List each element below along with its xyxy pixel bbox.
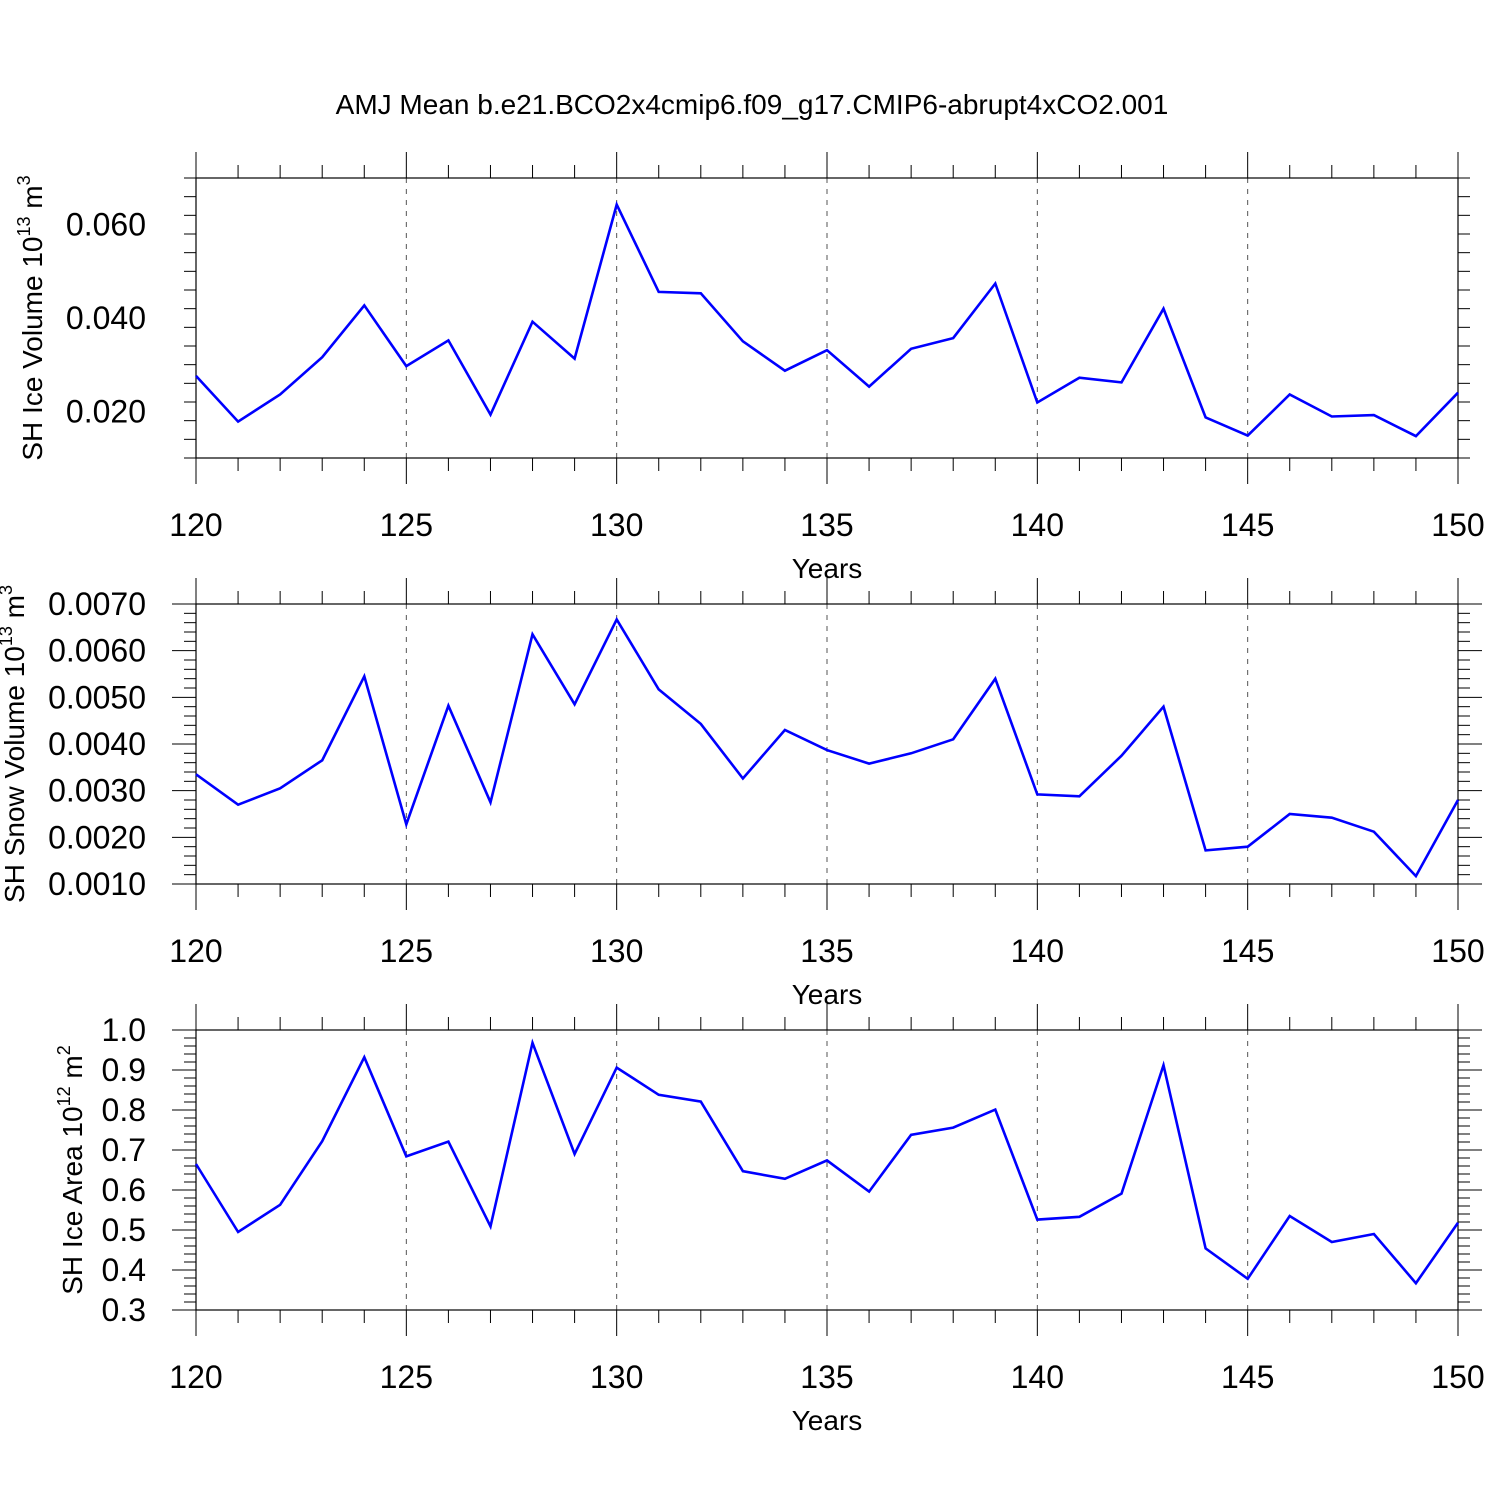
y-tick-label: 0.0060 xyxy=(48,633,146,669)
y-tick-label: 0.0070 xyxy=(48,586,146,622)
x-tick-label: 145 xyxy=(1221,507,1274,543)
x-tick-label: 130 xyxy=(590,933,643,969)
series-line xyxy=(195,200,1459,438)
y-axis-label: SH Ice Area 1012 m2 xyxy=(54,1045,88,1295)
x-tick-label: 125 xyxy=(380,933,433,969)
x-tick-label: 150 xyxy=(1431,507,1484,543)
x-tick-label: 135 xyxy=(800,1359,853,1395)
y-tick-label: 0.9 xyxy=(102,1052,146,1088)
y-tick-label: 0.040 xyxy=(66,300,146,336)
x-tick-label: 145 xyxy=(1221,1359,1274,1395)
figure-title: AMJ Mean b.e21.BCO2x4cmip6.f09_g17.CMIP6… xyxy=(336,89,1169,120)
y-tick-label: 1.0 xyxy=(102,1012,146,1048)
series-line xyxy=(194,1038,1460,1286)
x-tick-label: 120 xyxy=(169,933,222,969)
x-tick-label: 135 xyxy=(800,507,853,543)
y-tick-label: 0.0030 xyxy=(48,773,146,809)
x-tick-label: 130 xyxy=(590,1359,643,1395)
y-axis-label: SH Ice Volume 1013 m3 xyxy=(14,175,48,460)
x-tick-label: 125 xyxy=(380,507,433,543)
plot-frame xyxy=(195,1029,1459,1311)
plot-frame xyxy=(195,603,1459,885)
x-tick-label: 130 xyxy=(590,507,643,543)
x-tick-label: 140 xyxy=(1011,1359,1064,1395)
y-tick-label: 0.3 xyxy=(102,1292,146,1328)
panel-snow-volume: 0.0010 0.0020 0.0030 0.0040 0.0050 0.0060 0.00… xyxy=(0,578,1485,1010)
panel-ice-area: 0.3 0.4 0.5 0.6 0.7 0.8 0.9 1.0 120 125 130 135 140 1… xyxy=(54,1004,1485,1436)
y-tick-label: 0.4 xyxy=(102,1252,146,1288)
x-tick-label: 140 xyxy=(1011,933,1064,969)
x-tick-label: 120 xyxy=(169,507,222,543)
x-tick-label: 120 xyxy=(169,1359,222,1395)
y-tick-label: 0.6 xyxy=(102,1172,146,1208)
y-tick-label: 0.0010 xyxy=(48,866,146,902)
x-tick-label: 140 xyxy=(1011,507,1064,543)
x-tick-label: 145 xyxy=(1221,933,1274,969)
y-tick-label: 0.020 xyxy=(66,393,146,429)
y-tick-label: 0.5 xyxy=(102,1212,146,1248)
y-tick-label: 0.0050 xyxy=(48,679,146,715)
y-tick-label: 0.0040 xyxy=(48,726,146,762)
x-tick-label: 150 xyxy=(1431,1359,1484,1395)
y-axis-label: SH Snow Volume 1013 m3 xyxy=(0,585,30,903)
x-tick-label: 125 xyxy=(380,1359,433,1395)
x-tick-label: 150 xyxy=(1431,933,1484,969)
y-tick-label: 0.7 xyxy=(102,1132,146,1168)
y-tick-label: 0.8 xyxy=(102,1092,146,1128)
y-tick-label: 0.0020 xyxy=(48,819,146,855)
y-tick-label: 0.060 xyxy=(66,207,146,243)
series-line xyxy=(195,616,1460,879)
x-tick-label: 135 xyxy=(800,933,853,969)
x-axis-label: Years xyxy=(792,1405,863,1436)
